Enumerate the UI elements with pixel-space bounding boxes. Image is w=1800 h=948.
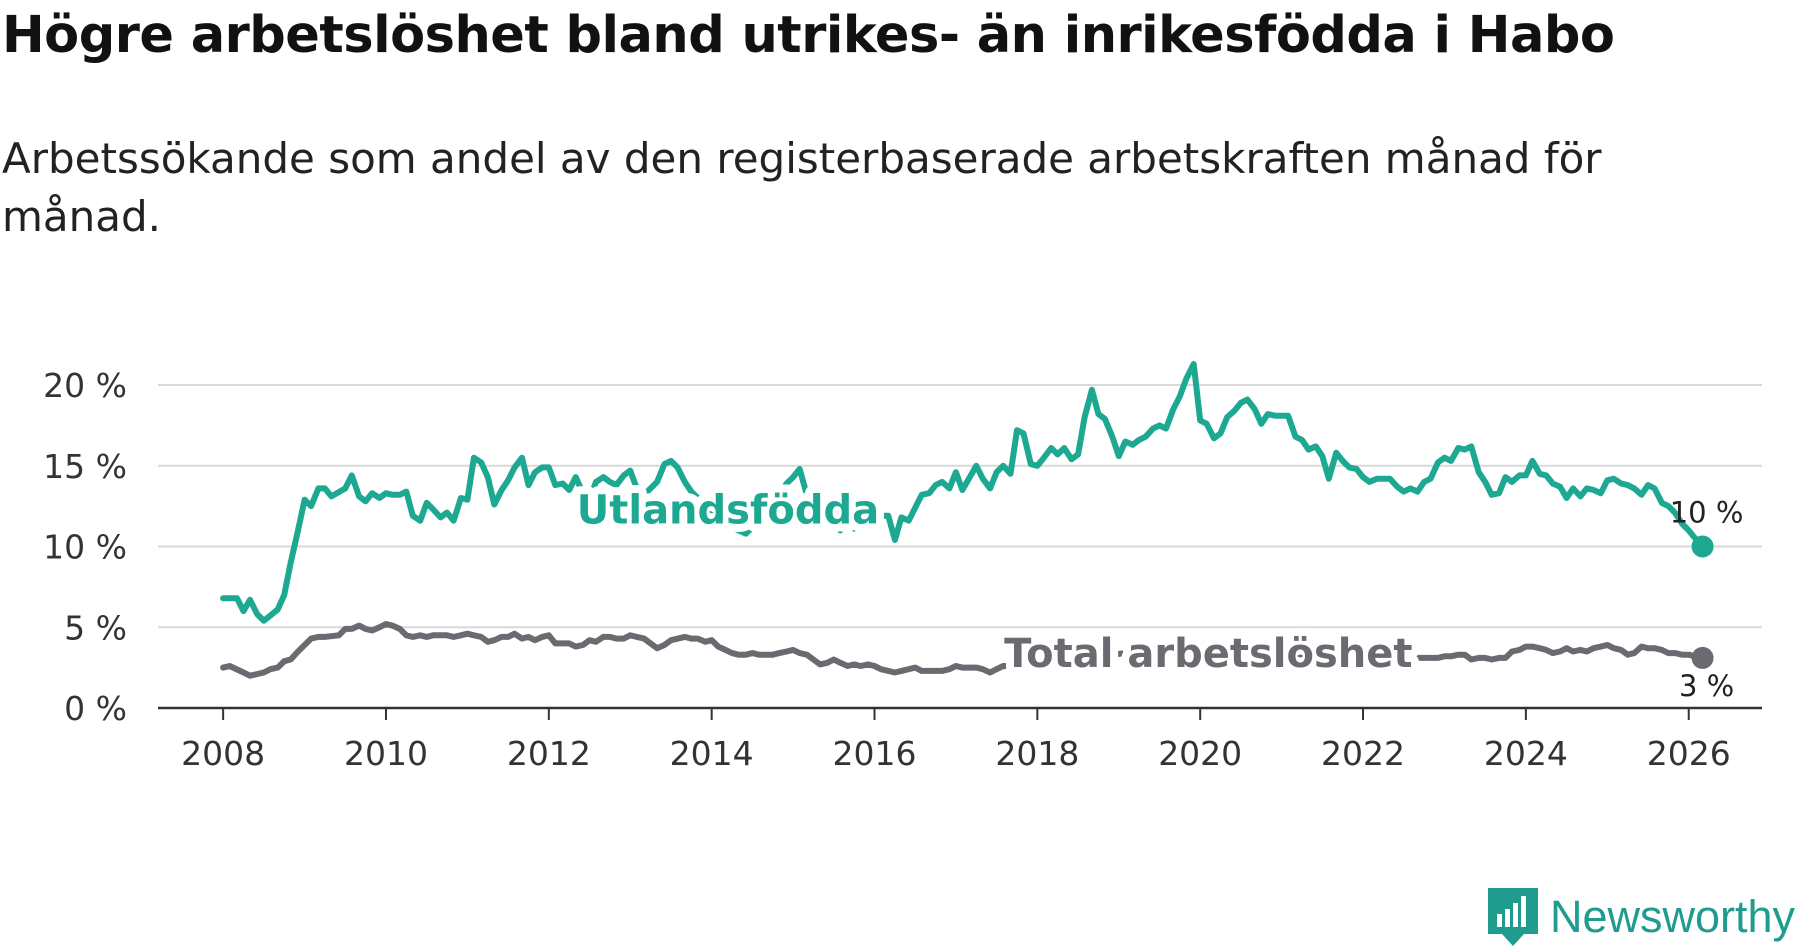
- x-tick-label: 2022: [1321, 734, 1405, 773]
- series-end-label: 3 %: [1679, 669, 1734, 703]
- x-tick-label: 2016: [833, 734, 917, 773]
- y-tick-label: 5 %: [64, 608, 127, 647]
- grid-lines: [158, 384, 1762, 629]
- y-tick-label: 10 %: [43, 528, 127, 567]
- brand-name: Newsworthy: [1550, 891, 1796, 942]
- series-labels: 10 % 3 % Utlandsfödda Total arbetslöshet: [569, 479, 1744, 703]
- axes: 0 % 5 % 10 % 15 % 20 % 2008 2010 2012 2014 2016 20…: [43, 366, 1762, 773]
- x-tick-label: 2012: [507, 734, 591, 773]
- series-lines: [220, 361, 1714, 679]
- series-end-marker: [1691, 535, 1714, 558]
- chart-subtitle: Arbetssökande som andel av den registerb…: [2, 134, 1602, 241]
- newsworthy-brand: Newsworthy: [1488, 888, 1795, 946]
- x-tick-label: 2026: [1647, 734, 1731, 773]
- series-name-label: Utlandsfödda: [577, 487, 879, 533]
- series-end-label: 10 %: [1670, 496, 1744, 530]
- x-tick-label: 2014: [670, 734, 754, 773]
- x-tick-label: 2018: [995, 734, 1079, 773]
- y-tick-label: 15 %: [43, 447, 127, 486]
- series-end-marker: [1691, 646, 1714, 669]
- y-tick-label: 20 %: [43, 366, 127, 405]
- series-line-total: [220, 621, 1706, 679]
- x-tick-label: 2010: [344, 734, 428, 773]
- x-tick-label: 2024: [1484, 734, 1568, 773]
- x-tick-label: 2020: [1158, 734, 1242, 773]
- series-name-label: Total arbetslöshet: [1004, 631, 1412, 677]
- x-tick-label: 2008: [181, 734, 265, 773]
- newsworthy-logo-icon: [1488, 888, 1538, 946]
- series-line-utlandsfodda: [220, 361, 1706, 624]
- chart-title: Högre arbetslöshet bland utrikes- än inr…: [2, 6, 1615, 65]
- y-tick-label: 0 %: [64, 689, 127, 728]
